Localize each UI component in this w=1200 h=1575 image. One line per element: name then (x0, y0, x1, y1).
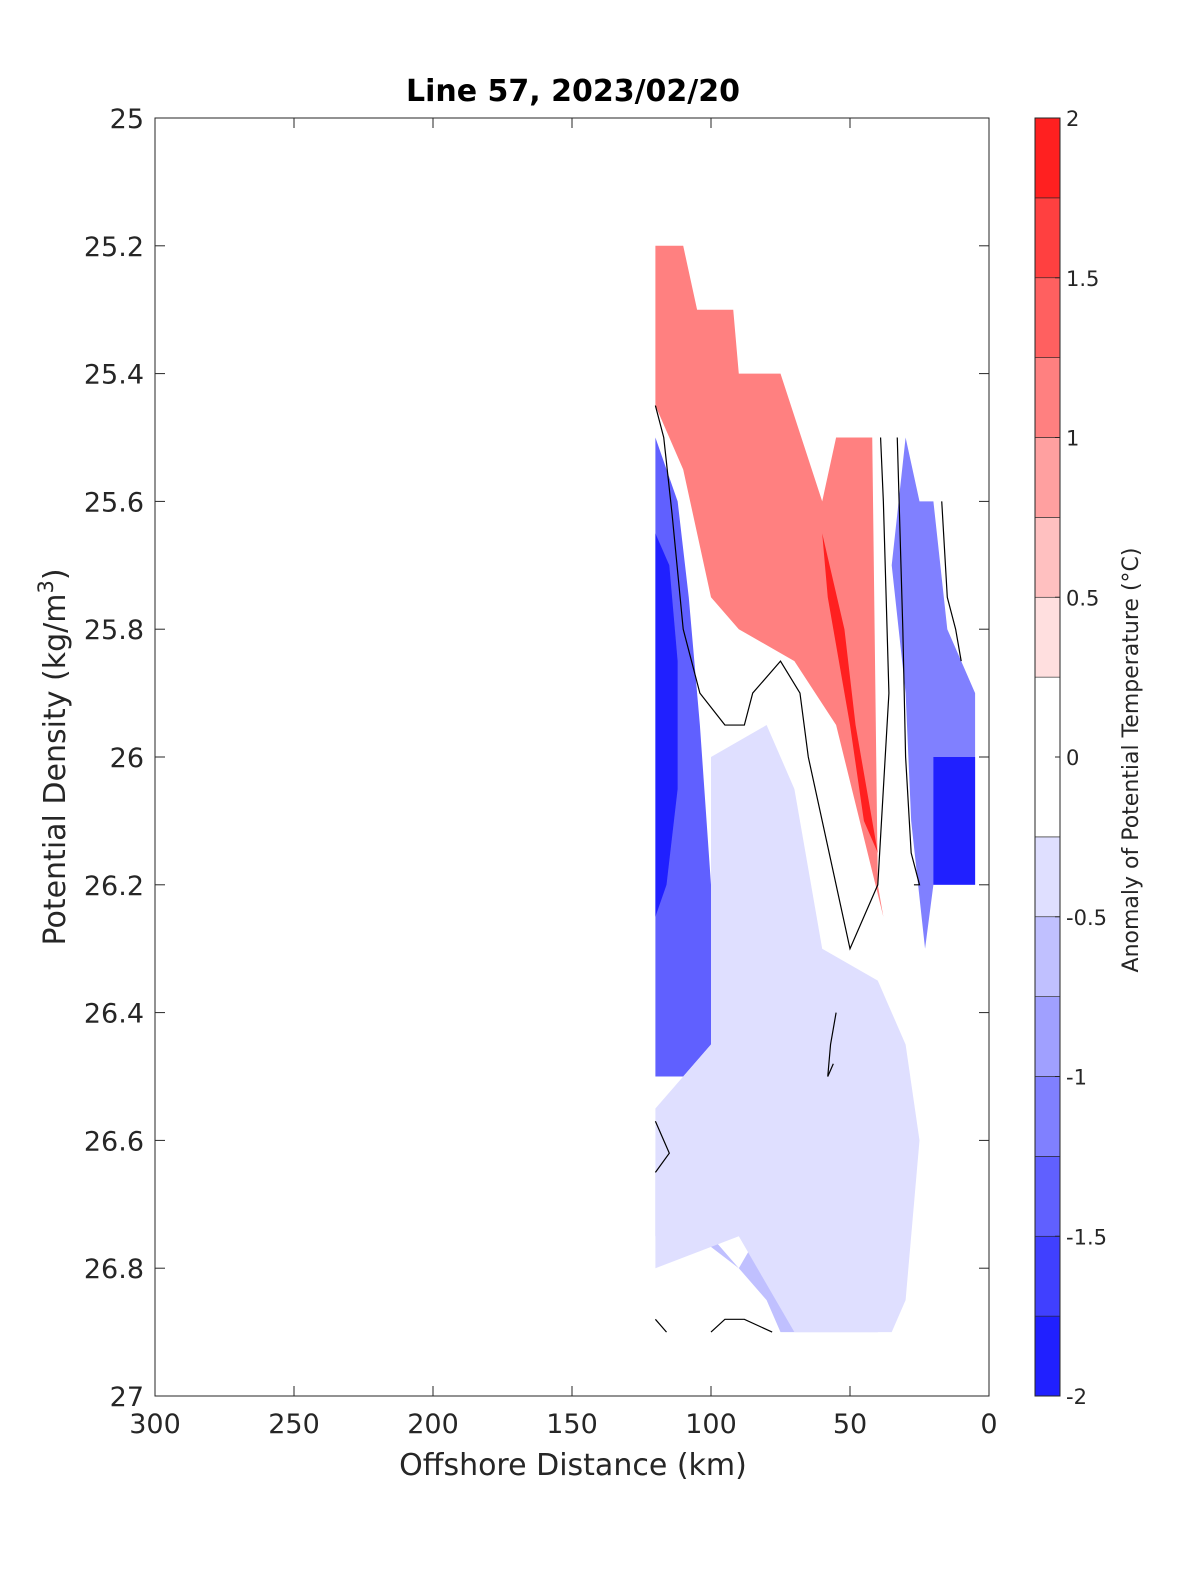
colorbar-band (1034, 277, 1061, 358)
colorbar-band (1034, 596, 1061, 678)
colorbar-tick-label: 1.5 (1066, 267, 1099, 291)
contour-line-7 (654, 1318, 667, 1333)
colorbar-band (1034, 197, 1061, 279)
y-tick-label: 26.4 (84, 999, 144, 1030)
contour-line-2 (896, 437, 921, 886)
zero-contours (654, 405, 962, 1333)
field-region-2 (822, 533, 878, 853)
colorbar-tick-label: 1 (1066, 427, 1079, 451)
y-tick-label: 25.2 (84, 232, 144, 263)
colorbar-band (1034, 836, 1061, 918)
colorbar-band (1034, 1235, 1061, 1317)
y-axis-label: Potential Density (kg/m3) (34, 568, 73, 945)
x-tick-label: 100 (685, 1409, 737, 1440)
field-region-3 (655, 437, 725, 1077)
x-tick-label: 50 (833, 1409, 867, 1440)
y-tick-label: 25.4 (84, 360, 144, 391)
y-tick-label: 26.8 (84, 1254, 144, 1285)
colorbar-tick-label: -1 (1066, 1066, 1087, 1090)
colorbar-label: Anomaly of Potential Temperature (°C) (1119, 548, 1144, 973)
y-tick-label: 26 (110, 743, 144, 774)
colorbar-tick-label: -2 (1066, 1385, 1087, 1409)
contour-line-5 (827, 1012, 837, 1077)
colorbar-tick-label: 0 (1066, 746, 1079, 770)
x-axis-ticks: 300 250 200 150 100 50 0 (129, 118, 998, 1440)
contour-line-6 (710, 1318, 773, 1333)
colorbar-tick-label: 0.5 (1066, 586, 1099, 610)
y-axis-label-close: ) (38, 568, 73, 580)
colorbar-tick-label: -0.5 (1066, 906, 1107, 930)
colorbar-band (1034, 916, 1061, 997)
y-tick-label: 25.6 (84, 487, 144, 518)
contour-line-1 (654, 405, 890, 951)
contour-line-4 (654, 1120, 670, 1173)
y-tick-label: 27 (110, 1382, 144, 1413)
y-tick-label: 26.2 (84, 871, 144, 902)
anomaly-fields (655, 245, 976, 1333)
colorbar-band (1034, 1315, 1061, 1397)
colorbar-band (1034, 996, 1061, 1077)
colorbar-tick-label: 2 (1066, 107, 1079, 131)
x-tick-label: 200 (407, 1409, 459, 1440)
x-tick-label: 0 (980, 1409, 997, 1440)
colorbar-band (1034, 437, 1061, 518)
colorbar-band (1034, 357, 1061, 438)
x-tick-label: 250 (268, 1409, 320, 1440)
y-tick-label: 25.8 (84, 615, 144, 646)
x-tick-label: 150 (546, 1409, 598, 1440)
y-axis-label-superscript: 3 (34, 580, 58, 593)
contour-line-3 (941, 501, 962, 662)
y-tick-label: 26.6 (84, 1126, 144, 1157)
colorbar-band (1034, 1076, 1061, 1157)
colorbar-band (1034, 117, 1061, 199)
colorbar-ticks: 2 1.5 1 0.5 0 -0.5 -1 -1.5 -2 (1055, 107, 1107, 1409)
colorbar-band (1034, 1156, 1061, 1237)
y-axis-label-main: Potential Density (kg/m (38, 594, 73, 946)
x-tick-label: 300 (129, 1409, 181, 1440)
field-region-4 (655, 533, 678, 917)
y-axis-ticks: 25 25.2 25.4 25.6 25.8 26 26.2 26.4 26.6 26.8 27 (84, 104, 989, 1413)
field-region-1 (655, 245, 884, 917)
field-region-6 (933, 757, 976, 885)
chart-title: Line 57, 2023/02/20 (406, 74, 740, 109)
x-axis-label: Offshore Distance (km) (399, 1448, 747, 1483)
colorbar-tick-label: -1.5 (1066, 1225, 1107, 1249)
colorbar: 2 1.5 1 0.5 0 -0.5 -1 -1.5 -2 Anomaly of Potenti… (1034, 107, 1144, 1409)
colorbar-band (1034, 517, 1061, 598)
field-region-8 (655, 725, 920, 1333)
y-tick-label: 25 (110, 104, 144, 135)
